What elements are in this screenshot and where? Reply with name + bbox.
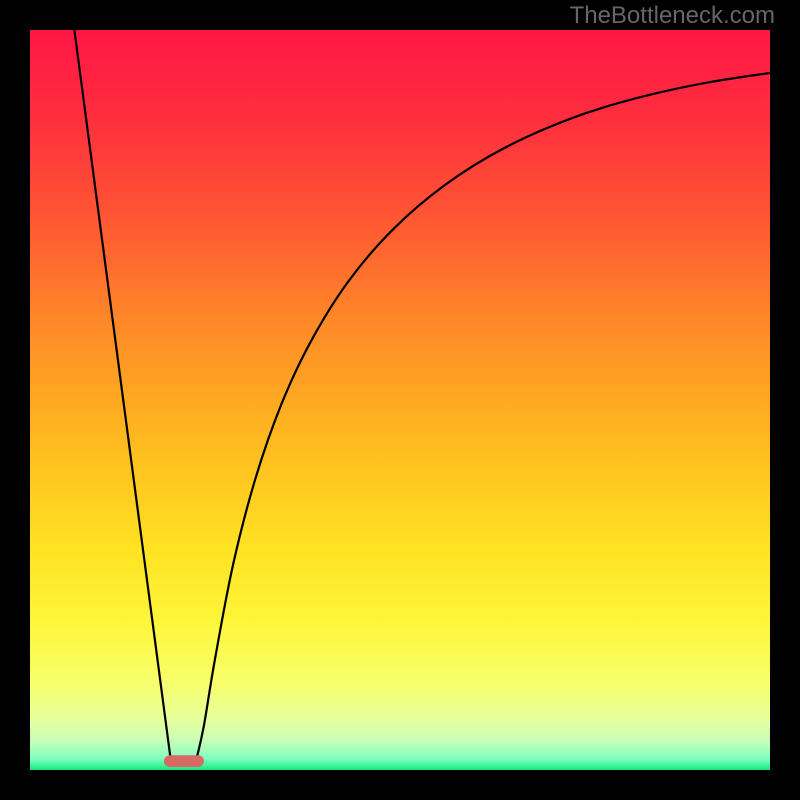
bottleneck-chart — [0, 0, 800, 800]
gradient-background — [30, 30, 770, 770]
optimal-marker — [164, 755, 204, 767]
watermark-text: TheBottleneck.com — [570, 2, 775, 30]
chart-container: TheBottleneck.com — [0, 0, 800, 800]
